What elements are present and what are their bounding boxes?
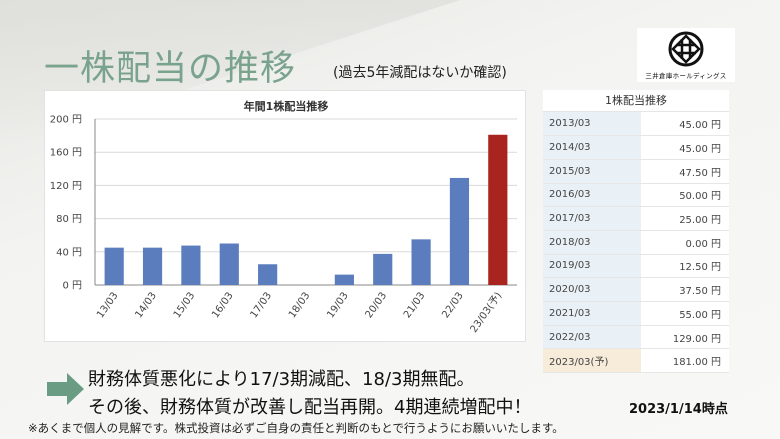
bar-13/03	[104, 247, 124, 285]
table-cell-amount: 37.50 円	[641, 277, 729, 302]
dividend-bar-chart: 年間1株配当推移 0 円 40 円 80 円 120 円 160 円 200 円 13/0…	[44, 90, 526, 342]
y-tick-label: 120 円	[50, 181, 82, 192]
y-tick-label: 40 円	[56, 247, 82, 258]
table-row: 2022/03 129.00 円	[543, 325, 729, 350]
x-tick-label: 18/03	[287, 290, 313, 320]
table-cell-period: 2014/03	[543, 135, 641, 160]
y-tick-label: 80 円	[56, 214, 82, 225]
bar-15/03	[181, 245, 201, 285]
summary-line-1: 財務体質悪化により17/3期減配、18/3期無配。	[88, 369, 475, 390]
y-tick-label: 160 円	[50, 148, 82, 159]
bar-21/03	[411, 239, 431, 285]
x-tick-label: 20/03	[364, 290, 390, 320]
as-of-date: 2023/1/14時点	[629, 402, 728, 417]
table-cell-period: 2017/03	[543, 206, 641, 231]
dividend-table-title: 1株配当推移	[543, 90, 729, 112]
bar-20/03	[373, 253, 393, 285]
table-row: 2015/03 47.50 円	[543, 159, 729, 184]
chart-y-tick-labels: 0 円 40 円 80 円 120 円 160 円 200 円	[50, 115, 82, 292]
table-cell-amount: 45.00 円	[641, 135, 729, 160]
table-row: 2013/03 45.00 円	[543, 112, 729, 137]
x-tick-label: 15/03	[172, 290, 198, 320]
table-cell-amount: 25.00 円	[641, 206, 729, 231]
x-tick-label: 14/03	[133, 290, 159, 320]
table-cell-amount: 129.00 円	[641, 325, 729, 350]
dividend-table: 1株配当推移 2013/03 45.00 円 2014/03 45.00 円 2015/…	[543, 90, 729, 374]
company-logo-text: 三井倉庫ホールディングス	[645, 72, 727, 80]
chart-bars	[104, 134, 508, 285]
chart-axes	[94, 119, 517, 286]
table-row: 2016/03 50.00 円	[543, 183, 729, 208]
slide-title: 一株配当の推移	[44, 49, 297, 89]
mitsui-well-crest-icon	[668, 31, 704, 67]
x-tick-label: 13/03	[95, 290, 121, 320]
y-tick-label: 0 円	[62, 281, 82, 292]
bar-17/03	[258, 264, 278, 285]
y-tick-label: 200 円	[50, 115, 82, 126]
slide-subtitle: (過去5年減配はないか確認)	[333, 65, 507, 81]
table-cell-period: 2018/03	[543, 230, 641, 255]
bar-19/03	[334, 274, 354, 285]
table-cell-amount: 0.00 円	[641, 230, 729, 255]
chart-x-tick-labels: 13/03 14/03 15/03 16/03 17/03 18/03 19/03 20/03…	[95, 290, 504, 335]
table-row: 2018/03 0.00 円	[543, 230, 729, 255]
summary-line-2: その後、財務体質が改善し配当再開。4期連続増配中！	[88, 397, 532, 418]
dividend-table-grid: 2013/03 45.00 円 2014/03 45.00 円 2015/03 47.50…	[543, 112, 729, 374]
table-row: 2019/03 12.50 円	[543, 254, 729, 279]
bar-22/03	[449, 177, 470, 285]
arrow-right-icon	[47, 373, 84, 405]
table-cell-period: 2021/03	[543, 301, 641, 326]
chart-title: 年間1株配当推移	[244, 99, 329, 113]
table-cell-period: 2023/03(予)	[543, 348, 641, 374]
table-cell-amount: 50.00 円	[641, 183, 729, 208]
table-cell-amount: 47.50 円	[641, 159, 729, 184]
bar-16/03	[219, 243, 239, 285]
table-row: 2023/03(予) 181.00 円	[543, 348, 729, 374]
x-tick-label: 19/03	[325, 290, 351, 320]
table-cell-period: 2016/03	[543, 183, 641, 208]
disclaimer-text: ※あくまで個人の見解です。株式投資は必ずご自身の責任と判断のもとで行うようにお願…	[28, 421, 564, 435]
bar-23/03(予)	[488, 134, 508, 285]
x-tick-label: 23/03(予)	[468, 290, 505, 335]
table-row: 2017/03 25.00 円	[543, 206, 729, 231]
table-row: 2020/03 37.50 円	[543, 277, 729, 302]
table-cell-amount: 181.00 円	[641, 348, 729, 374]
table-cell-period: 2015/03	[543, 159, 641, 184]
table-cell-amount: 45.00 円	[641, 112, 729, 137]
chart-canvas: 年間1株配当推移 0 円 40 円 80 円 120 円 160 円 200 円 13/0…	[50, 99, 517, 335]
table-row: 2021/03 55.00 円	[543, 301, 729, 326]
x-tick-label: 16/03	[210, 290, 236, 320]
table-cell-period: 2019/03	[543, 254, 641, 279]
x-tick-label: 17/03	[249, 290, 275, 320]
table-cell-amount: 55.00 円	[641, 301, 729, 326]
table-cell-period: 2013/03	[543, 112, 641, 137]
table-cell-period: 2022/03	[543, 325, 641, 350]
table-row: 2014/03 45.00 円	[543, 135, 729, 160]
company-logo: 三井倉庫ホールディングス	[637, 28, 735, 82]
table-cell-amount: 12.50 円	[641, 254, 729, 279]
x-tick-label: 21/03	[402, 290, 428, 320]
bar-14/03	[142, 247, 163, 285]
table-cell-period: 2020/03	[543, 277, 641, 302]
x-tick-label: 22/03	[440, 290, 466, 320]
